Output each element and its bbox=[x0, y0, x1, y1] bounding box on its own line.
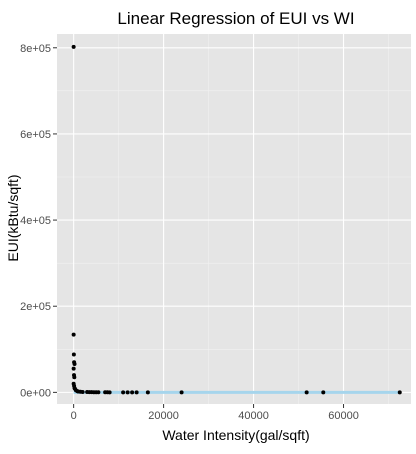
y-tick-label: 8e+05 bbox=[20, 43, 51, 55]
data-point bbox=[125, 390, 130, 395]
plot-panel bbox=[57, 34, 411, 404]
data-point bbox=[179, 390, 184, 395]
points-layer bbox=[71, 44, 402, 395]
y-tick-label: 4e+05 bbox=[20, 215, 51, 227]
data-point bbox=[107, 390, 112, 395]
x-axis: 0 20000 40000 60000 bbox=[71, 404, 359, 422]
data-point bbox=[321, 390, 326, 395]
data-point bbox=[397, 390, 402, 395]
chart-title: Linear Regression of EUI vs WI bbox=[117, 9, 354, 28]
x-axis-label: Water Intensity(gal/sqft) bbox=[162, 427, 309, 443]
data-point bbox=[71, 332, 76, 337]
x-tick-label: 40000 bbox=[238, 410, 269, 422]
y-axis-label: EUI(kBtu/sqft) bbox=[5, 174, 21, 261]
data-point bbox=[134, 390, 139, 395]
y-axis: 0e+00 2e+05 4e+05 6e+05 8e+05 bbox=[20, 43, 57, 399]
data-point bbox=[72, 375, 77, 380]
data-point bbox=[130, 390, 135, 395]
minor-grid bbox=[57, 34, 411, 404]
data-point bbox=[71, 44, 76, 49]
major-grid bbox=[57, 34, 411, 404]
x-tick-label: 20000 bbox=[148, 410, 179, 422]
data-point bbox=[145, 390, 150, 395]
y-tick-label: 0e+00 bbox=[20, 387, 51, 399]
data-point bbox=[71, 352, 76, 357]
x-tick-label: 60000 bbox=[328, 410, 359, 422]
data-point bbox=[304, 390, 309, 395]
y-tick-label: 6e+05 bbox=[20, 129, 51, 141]
data-point bbox=[96, 390, 101, 395]
data-point bbox=[80, 389, 85, 394]
data-point bbox=[71, 366, 76, 371]
data-point bbox=[121, 390, 126, 395]
y-tick-label: 2e+05 bbox=[20, 301, 51, 313]
x-tick-label: 0 bbox=[71, 410, 77, 422]
data-point bbox=[72, 361, 77, 366]
